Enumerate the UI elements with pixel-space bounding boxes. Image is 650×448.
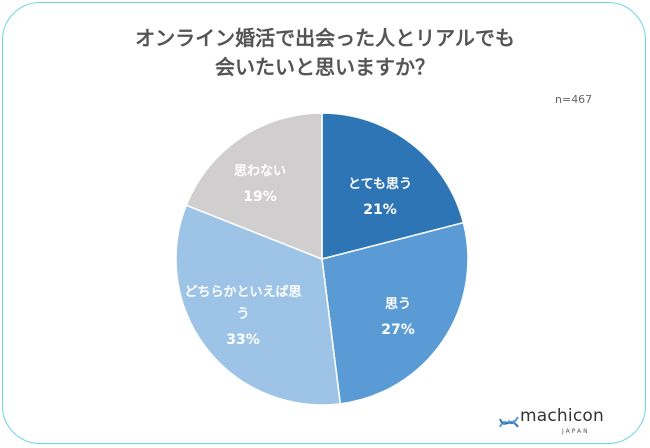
slice-category-label: どちらかといえば思 xyxy=(184,285,301,300)
pie-slice xyxy=(321,221,469,405)
pie-slice xyxy=(321,112,465,260)
title-line-2: 会いたいと思いますか？ xyxy=(215,55,435,79)
machicon-logo: machicon JAPAN xyxy=(496,406,606,442)
slice-value-label: 27% xyxy=(381,322,415,338)
pie-slice xyxy=(175,204,342,406)
brand-name: machicon xyxy=(520,406,604,426)
slice-value-label: 19% xyxy=(243,189,277,205)
brand-subtitle: JAPAN xyxy=(562,428,590,435)
slice-category-label: 思う xyxy=(385,297,411,312)
dna-icon xyxy=(499,416,519,428)
slice-category-label: 思わない xyxy=(234,164,286,179)
slice-value-label: 33% xyxy=(226,332,260,348)
sample-size-label: n=467 xyxy=(555,93,593,106)
slice-value-label: 21% xyxy=(363,202,397,218)
chart-frame xyxy=(2,2,646,444)
chart-title: オンライン婚活で出会った人とリアルでも 会いたいと思いますか？ xyxy=(0,24,650,82)
slice-category-label: う xyxy=(236,307,249,322)
pie-slice xyxy=(185,112,323,261)
slice-category-label: とても思う xyxy=(348,177,412,192)
title-line-1: オンライン婚活で出会った人とリアルでも xyxy=(135,26,515,50)
